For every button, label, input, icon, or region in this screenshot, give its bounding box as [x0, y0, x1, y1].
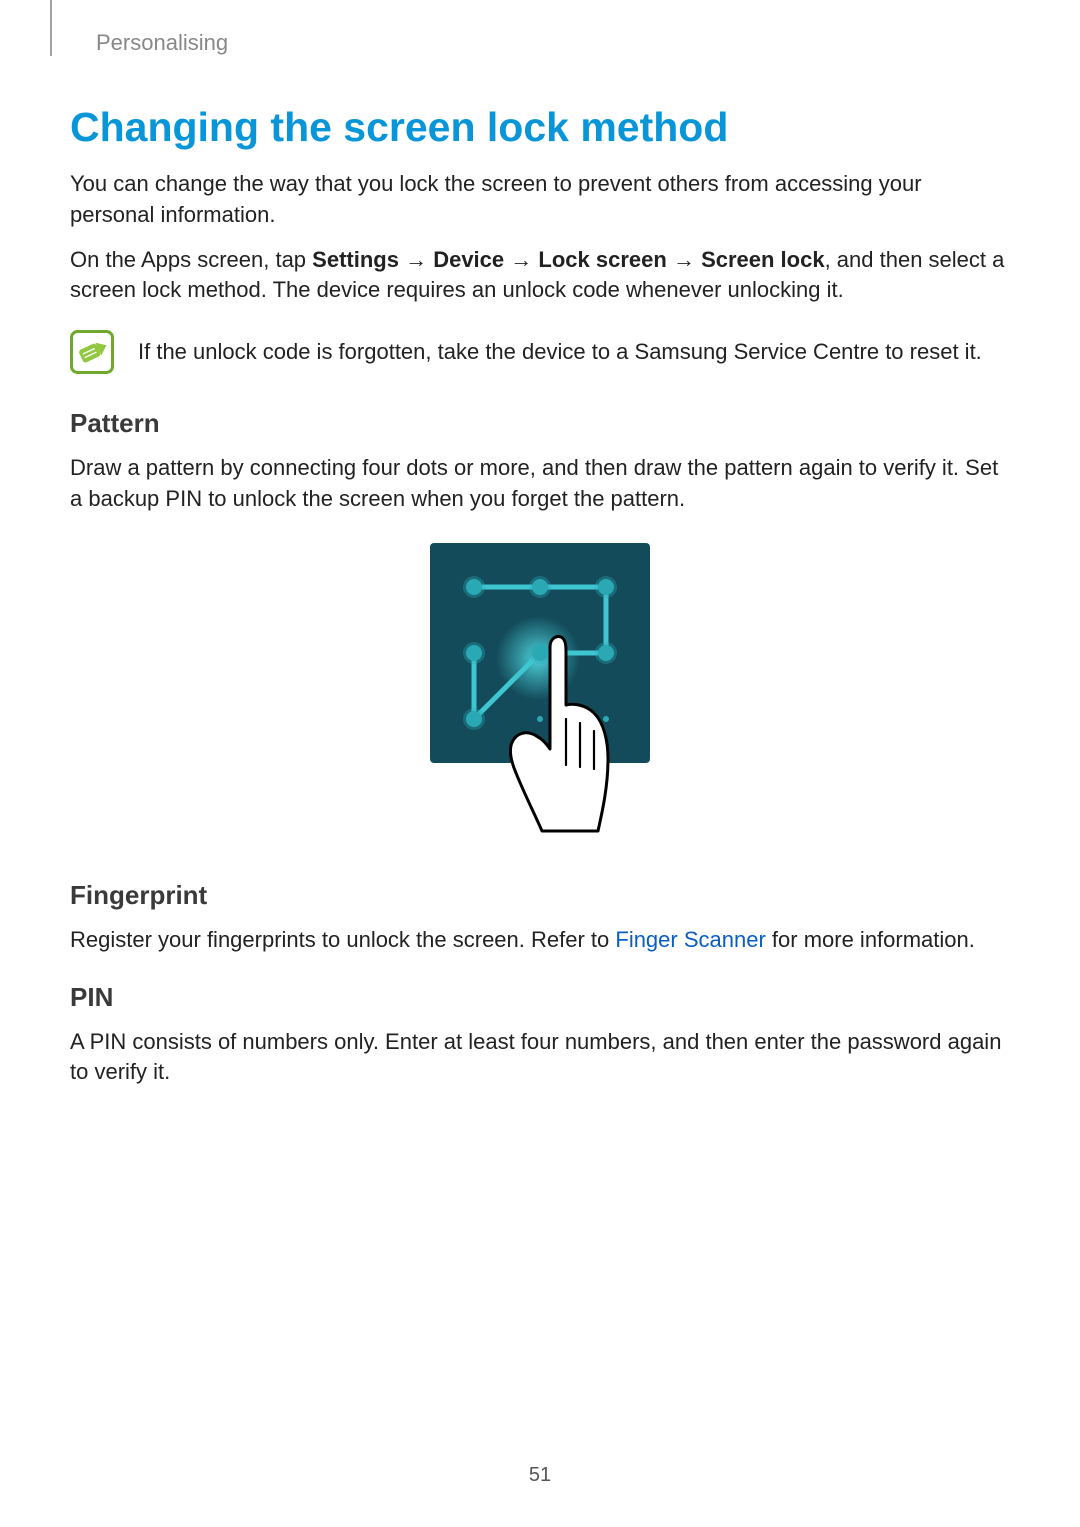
nav-step-settings: Settings [312, 247, 399, 272]
header-rule [50, 0, 52, 56]
note-callout: If the unlock code is forgotten, take th… [70, 330, 1010, 374]
section-label: Personalising [96, 30, 228, 56]
intro-p2-prefix: On the Apps screen, tap [70, 247, 312, 272]
page-number: 51 [0, 1464, 1080, 1487]
intro-paragraph-2: On the Apps screen, tap Settings → Devic… [70, 245, 1010, 307]
pin-heading: PIN [70, 982, 1010, 1013]
arrow-icon: → [405, 247, 427, 272]
arrow-icon: → [673, 247, 695, 272]
page: Personalising Changing the screen lock m… [0, 0, 1080, 1527]
fingerprint-suffix: for more information. [766, 927, 975, 952]
nav-step-device: Device [433, 247, 504, 272]
pattern-body: Draw a pattern by connecting four dots o… [70, 453, 1010, 515]
pattern-heading: Pattern [70, 408, 1010, 439]
fingerprint-heading: Fingerprint [70, 880, 1010, 911]
finger-scanner-link[interactable]: Finger Scanner [615, 927, 765, 952]
arrow-icon: → [510, 247, 532, 272]
pin-body: A PIN consists of numbers only. Enter at… [70, 1027, 1010, 1089]
nav-step-screen-lock: Screen lock [701, 247, 825, 272]
pattern-illustration [70, 539, 1010, 854]
note-icon [70, 330, 114, 374]
page-title: Changing the screen lock method [70, 104, 1010, 151]
fingerprint-prefix: Register your fingerprints to unlock the… [70, 927, 615, 952]
content: Changing the screen lock method You can … [70, 0, 1010, 1088]
intro-paragraph-1: You can change the way that you lock the… [70, 169, 1010, 231]
nav-step-lock-screen: Lock screen [538, 247, 666, 272]
note-text: If the unlock code is forgotten, take th… [138, 337, 982, 368]
fingerprint-body: Register your fingerprints to unlock the… [70, 925, 1010, 956]
